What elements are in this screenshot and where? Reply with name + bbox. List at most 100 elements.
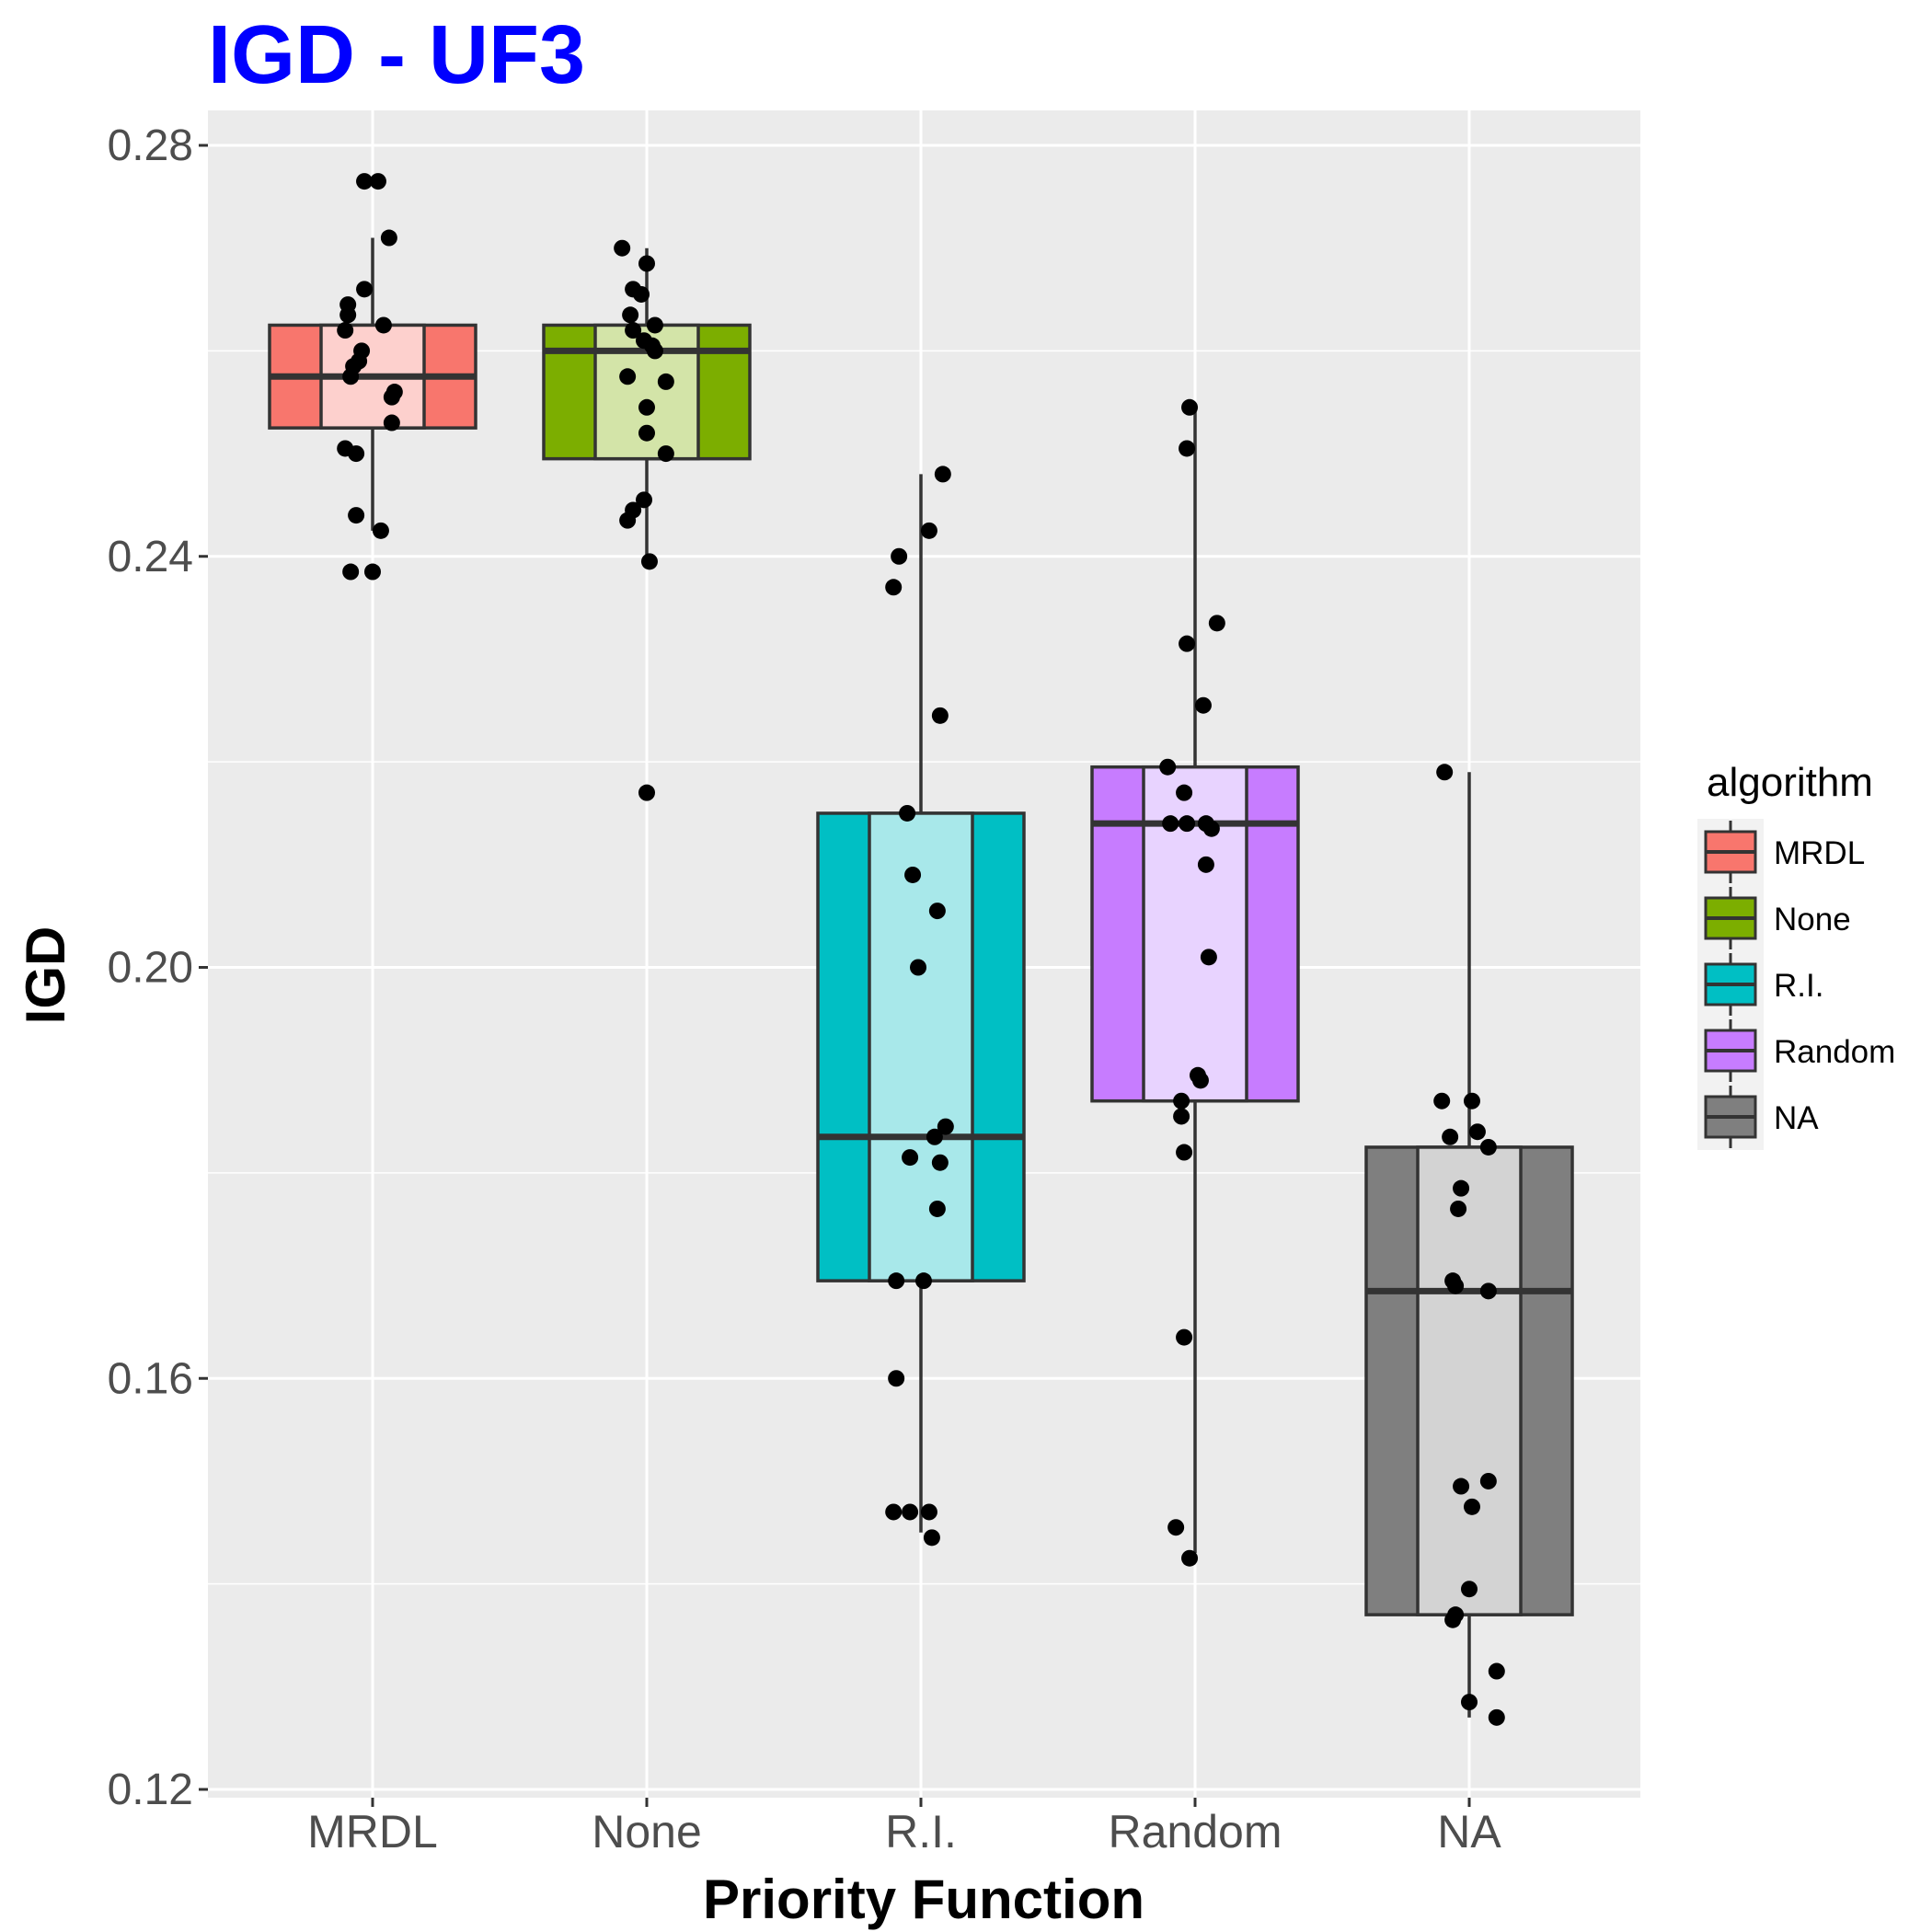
- data-point: [619, 368, 637, 385]
- data-point: [646, 316, 663, 334]
- data-point: [1436, 764, 1454, 781]
- data-point: [1176, 784, 1193, 801]
- data-point: [342, 368, 360, 385]
- data-point: [1479, 1472, 1497, 1489]
- data-point: [1433, 1092, 1451, 1110]
- data-point: [1453, 1179, 1470, 1197]
- data-point: [374, 316, 392, 334]
- data-point: [1488, 1708, 1505, 1726]
- data-point: [383, 414, 400, 431]
- inner-box: [1142, 765, 1248, 1103]
- data-point: [380, 229, 397, 247]
- x-tick-label: R.I.: [885, 1806, 957, 1857]
- data-point: [1450, 1200, 1467, 1217]
- data-point: [904, 866, 922, 883]
- data-point: [636, 491, 653, 509]
- data-point: [1479, 1282, 1497, 1300]
- x-tick-label: NA: [1437, 1806, 1501, 1857]
- data-point: [372, 522, 389, 539]
- data-point: [891, 547, 908, 565]
- data-point: [356, 281, 374, 298]
- boxplot-na: [1364, 772, 1574, 1718]
- data-point: [914, 1272, 932, 1290]
- data-point: [342, 563, 360, 581]
- inner-box: [868, 811, 974, 1282]
- legend-label: Random: [1774, 1034, 1895, 1070]
- data-point: [920, 522, 937, 539]
- data-point: [902, 1503, 919, 1521]
- data-point: [888, 1370, 905, 1387]
- x-axis: MRDL None R.I. Random NA: [307, 1798, 1501, 1857]
- y-tick-label: 0.24: [108, 533, 193, 581]
- y-axis: 0.12 0.16 0.20 0.24 0.28: [108, 121, 208, 1814]
- data-point: [1200, 949, 1217, 966]
- data-point: [1179, 440, 1196, 457]
- data-point: [937, 1118, 954, 1135]
- data-point: [923, 1529, 940, 1547]
- data-point: [383, 388, 400, 406]
- data-point: [638, 784, 655, 801]
- data-point: [1463, 1498, 1480, 1515]
- data-point: [1442, 1128, 1459, 1145]
- data-point: [348, 507, 365, 524]
- data-point: [364, 563, 381, 581]
- data-point: [1179, 815, 1196, 833]
- data-point: [640, 553, 658, 570]
- legend-label: NA: [1774, 1100, 1819, 1136]
- x-tick-label: MRDL: [307, 1806, 438, 1857]
- data-point: [1461, 1581, 1478, 1598]
- data-point: [1447, 1277, 1465, 1294]
- data-point: [622, 306, 639, 324]
- data-point: [614, 239, 631, 257]
- data-point: [931, 707, 949, 724]
- data-point: [910, 959, 927, 976]
- data-point: [1176, 1328, 1193, 1346]
- data-point: [638, 398, 655, 416]
- data-point: [1468, 1123, 1486, 1141]
- data-point: [1162, 815, 1179, 833]
- data-point: [1444, 1611, 1462, 1628]
- data-point: [1202, 820, 1220, 837]
- data-point: [902, 1149, 919, 1167]
- data-point: [899, 804, 916, 822]
- data-point: [625, 322, 642, 339]
- x-tick-label: None: [592, 1806, 702, 1857]
- data-point: [1208, 615, 1225, 632]
- chart-title: IGD - UF3: [208, 9, 585, 101]
- legend-label: None: [1774, 902, 1851, 937]
- x-axis-title: Priority Function: [703, 1869, 1144, 1930]
- data-point: [339, 306, 357, 324]
- data-point: [1176, 1144, 1193, 1161]
- data-point: [1197, 856, 1214, 873]
- data-point: [1461, 1694, 1478, 1711]
- data-point: [920, 1503, 937, 1521]
- legend-label: MRDL: [1774, 835, 1865, 871]
- inner-box: [1416, 1145, 1523, 1616]
- data-point: [926, 1128, 943, 1145]
- data-point: [633, 285, 650, 303]
- data-point: [934, 466, 951, 483]
- data-point: [1181, 398, 1199, 416]
- data-point: [638, 255, 655, 272]
- data-point: [1159, 758, 1177, 776]
- data-point: [1191, 1072, 1209, 1089]
- boxplot-r-i: [816, 474, 1026, 1533]
- data-point: [337, 322, 354, 339]
- data-point: [885, 1503, 903, 1521]
- data-point: [369, 173, 386, 190]
- data-point: [931, 1154, 949, 1171]
- x-tick-label: Random: [1109, 1806, 1282, 1857]
- data-point: [1463, 1092, 1480, 1110]
- data-point: [1173, 1092, 1190, 1110]
- y-tick-label: 0.12: [108, 1765, 193, 1814]
- data-point: [657, 373, 674, 390]
- data-point: [1479, 1138, 1497, 1156]
- y-tick-label: 0.28: [108, 121, 193, 170]
- y-tick-label: 0.16: [108, 1354, 193, 1403]
- data-point: [348, 445, 365, 463]
- data-point: [619, 512, 637, 529]
- data-point: [1179, 635, 1196, 652]
- data-point: [928, 1200, 946, 1217]
- data-point: [885, 579, 903, 596]
